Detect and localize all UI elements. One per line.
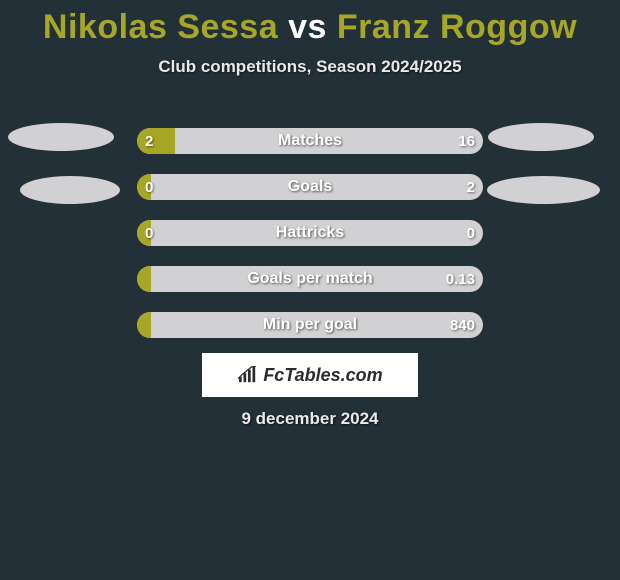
stat-bar: Min per goal840 — [137, 312, 483, 338]
stat-right-value: 16 — [458, 128, 475, 154]
stat-right-value: 840 — [450, 312, 475, 338]
stat-row: Min per goal840 — [0, 302, 620, 348]
player2-name: Franz Roggow — [337, 8, 577, 46]
stat-right-value: 0.13 — [446, 266, 475, 292]
stat-row: 0Hattricks0 — [0, 210, 620, 256]
stat-bar: 2Matches16 — [137, 128, 483, 154]
page-title: Nikolas Sessa vs Franz Roggow — [0, 0, 620, 47]
watermark: FcTables.com — [202, 353, 418, 397]
stat-bar: 0Hattricks0 — [137, 220, 483, 246]
comparison-widget: Nikolas Sessa vs Franz Roggow Club compe… — [0, 0, 620, 580]
date-label: 9 december 2024 — [0, 409, 620, 429]
watermark-text: FcTables.com — [263, 365, 382, 386]
chart-icon — [237, 366, 259, 384]
vs-separator: vs — [288, 8, 327, 46]
stat-label: Goals per match — [137, 266, 483, 292]
stat-right-value: 2 — [467, 174, 475, 200]
stats-rows-container: 2Matches160Goals20Hattricks0Goals per ma… — [0, 118, 620, 348]
subtitle: Club competitions, Season 2024/2025 — [0, 57, 620, 77]
stat-bar: 0Goals2 — [137, 174, 483, 200]
stat-row: 2Matches16 — [0, 118, 620, 164]
stat-label: Goals — [137, 174, 483, 200]
player1-name: Nikolas Sessa — [43, 8, 278, 46]
stat-label: Hattricks — [137, 220, 483, 246]
stat-right-value: 0 — [467, 220, 475, 246]
stat-bar: Goals per match0.13 — [137, 266, 483, 292]
stat-label: Min per goal — [137, 312, 483, 338]
stat-row: Goals per match0.13 — [0, 256, 620, 302]
stat-row: 0Goals2 — [0, 164, 620, 210]
stat-label: Matches — [137, 128, 483, 154]
